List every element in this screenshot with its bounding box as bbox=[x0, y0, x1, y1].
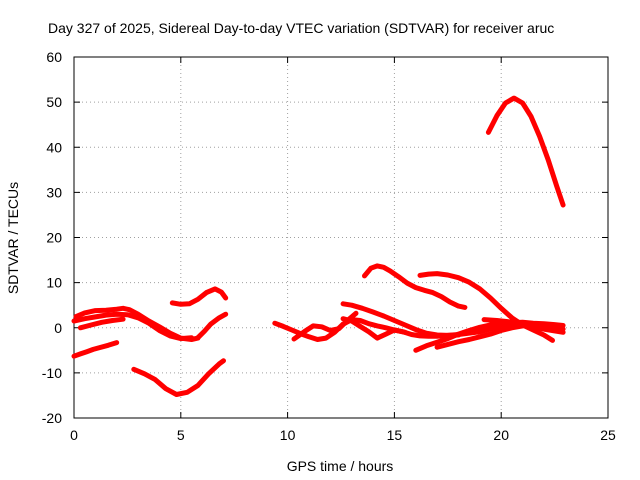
y-tick-label: 20 bbox=[46, 230, 62, 246]
y-tick-label: 10 bbox=[46, 275, 62, 291]
x-tick-label: 15 bbox=[387, 427, 403, 443]
y-tick-label: 60 bbox=[46, 49, 62, 65]
x-tick-label: 25 bbox=[600, 427, 616, 443]
y-tick-label: -10 bbox=[42, 365, 62, 381]
y-tick-label: 50 bbox=[46, 94, 62, 110]
series-trace-16 bbox=[485, 95, 566, 208]
y-tick-label: 40 bbox=[46, 139, 62, 155]
x-tick-label: 0 bbox=[70, 427, 78, 443]
axis-ticks: 0 5 10 15 20 25 -20 -10 0 10 20 30 40 50 60 bbox=[42, 49, 616, 443]
series-trace-17 bbox=[481, 317, 564, 328]
data-series bbox=[71, 95, 566, 397]
series-trace-7 bbox=[195, 311, 229, 341]
x-tick-label: 20 bbox=[493, 427, 509, 443]
y-axis-label: SDTVAR / TECUs bbox=[5, 182, 21, 294]
series-trace-6 bbox=[169, 286, 229, 307]
series-trace-11 bbox=[362, 263, 468, 310]
series-trace-1 bbox=[71, 340, 120, 359]
x-tick-label: 5 bbox=[177, 427, 185, 443]
series-trace-4 bbox=[77, 316, 126, 331]
y-tick-label: -20 bbox=[42, 410, 62, 426]
y-tick-label: 30 bbox=[46, 184, 62, 200]
series-trace-3 bbox=[73, 305, 201, 342]
y-tick-label: 0 bbox=[54, 320, 62, 336]
x-tick-label: 10 bbox=[280, 427, 296, 443]
series-trace-13 bbox=[417, 271, 555, 343]
x-axis-label: GPS time / hours bbox=[287, 458, 394, 474]
series-trace-5 bbox=[131, 358, 226, 397]
chart-title: Day 327 of 2025, Sidereal Day-to-day VTE… bbox=[48, 20, 554, 36]
